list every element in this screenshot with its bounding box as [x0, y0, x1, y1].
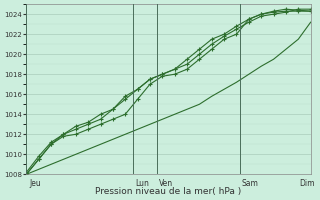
Text: Jeu: Jeu: [30, 179, 42, 188]
X-axis label: Pression niveau de la mer( hPa ): Pression niveau de la mer( hPa ): [95, 187, 242, 196]
Text: Sam: Sam: [242, 179, 259, 188]
Text: Lun: Lun: [135, 179, 149, 188]
Text: Ven: Ven: [159, 179, 173, 188]
Text: Dim: Dim: [299, 179, 314, 188]
